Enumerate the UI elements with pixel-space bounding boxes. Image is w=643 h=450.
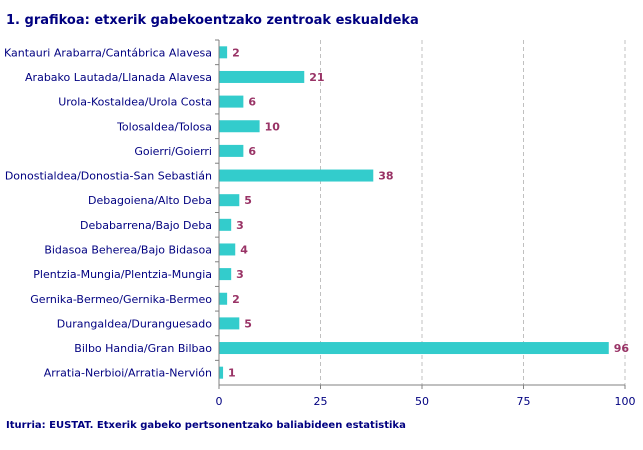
category-label: Debagoiena/Alto Deba [88,194,212,207]
category-label: Goierri/Goierri [134,145,212,158]
category-label: Donostialdea/Donostia-San Sebastián [5,170,212,183]
bar [219,95,244,108]
bar [219,243,236,256]
category-label: Durangaldea/Duranguesado [57,317,213,330]
category-label: Kantauri Arabarra/Cantábrica Alavesa [4,46,212,59]
data-label: 38 [378,170,393,183]
data-label: 1 [228,367,236,380]
category-label: Debabarrena/Bajo Deba [80,219,212,232]
bar [219,268,232,281]
data-label: 3 [236,219,244,232]
bar [219,342,609,355]
bar [219,70,305,83]
bar [219,366,224,379]
data-label: 96 [614,342,630,355]
bar [219,292,228,305]
data-label: 2 [232,293,240,306]
source-note: Iturria: EUSTAT. Etxerik gabeko pertsone… [6,420,406,431]
data-label: 21 [309,71,324,84]
category-label: Tolosaldea/Tolosa [116,120,212,133]
data-label: 5 [244,317,252,330]
chart-title: 1. grafikoa: etxerik gabekoentzako zentr… [6,13,419,28]
x-tick-label: 0 [216,395,223,408]
category-label: Plentzia-Mungia/Plentzia-Mungia [33,268,212,281]
data-label: 5 [244,194,252,207]
bar [219,144,244,157]
category-label: Bidasoa Beherea/Bajo Bidasoa [44,243,212,256]
category-label: Arratia-Nerbioi/Arratia-Nervión [44,367,212,380]
bar [219,46,228,59]
data-label: 6 [248,145,256,158]
category-label: Urola-Kostaldea/Urola Costa [58,96,212,109]
data-label: 10 [265,120,281,133]
data-label: 2 [232,46,240,59]
x-tick-label: 100 [615,395,636,408]
bar [219,169,374,182]
bar [219,317,240,330]
bar [219,218,232,231]
data-label: 6 [248,96,256,109]
bar [219,120,260,133]
category-label: Gernika-Bermeo/Gernika-Bermeo [30,293,212,306]
x-tick-label: 75 [517,395,531,408]
data-label: 4 [240,243,248,256]
category-label: Arabako Lautada/Llanada Alavesa [25,71,212,84]
bar [219,194,240,207]
x-tick-label: 50 [415,395,429,408]
category-label: Bilbo Handia/Gran Bilbao [74,342,212,355]
x-tick-label: 25 [314,395,328,408]
data-label: 3 [236,268,244,281]
